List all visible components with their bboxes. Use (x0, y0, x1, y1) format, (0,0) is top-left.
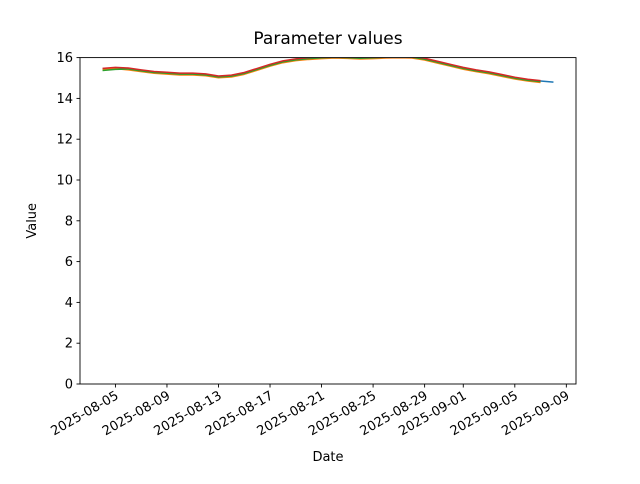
x-tick-labels: 2025-08-052025-08-092025-08-132025-08-17… (48, 388, 572, 439)
line-series-blue (102, 57, 554, 83)
y-axis-label: Value (25, 203, 40, 239)
axes-spines (79, 57, 577, 385)
y-tick-label: 16 (56, 51, 73, 66)
y-tick-label: 6 (65, 255, 73, 270)
y-tick-label: 14 (56, 92, 73, 107)
y-tick-label: 0 (65, 378, 73, 393)
chart-title: Parameter values (253, 29, 402, 49)
y-tick-label: 12 (56, 133, 73, 148)
plot-area (102, 57, 554, 84)
y-tick-label: 2 (65, 337, 73, 352)
x-axis-label: Date (312, 450, 343, 465)
y-tick-label: 4 (65, 296, 73, 311)
axis-ticks (76, 57, 567, 388)
y-tick-labels: 0 2 4 6 8 10 12 14 16 (56, 51, 73, 392)
y-tick-label: 10 (56, 174, 73, 189)
line-series-orange (102, 57, 541, 84)
line-series-red (102, 57, 541, 82)
y-tick-label: 8 (65, 214, 73, 229)
